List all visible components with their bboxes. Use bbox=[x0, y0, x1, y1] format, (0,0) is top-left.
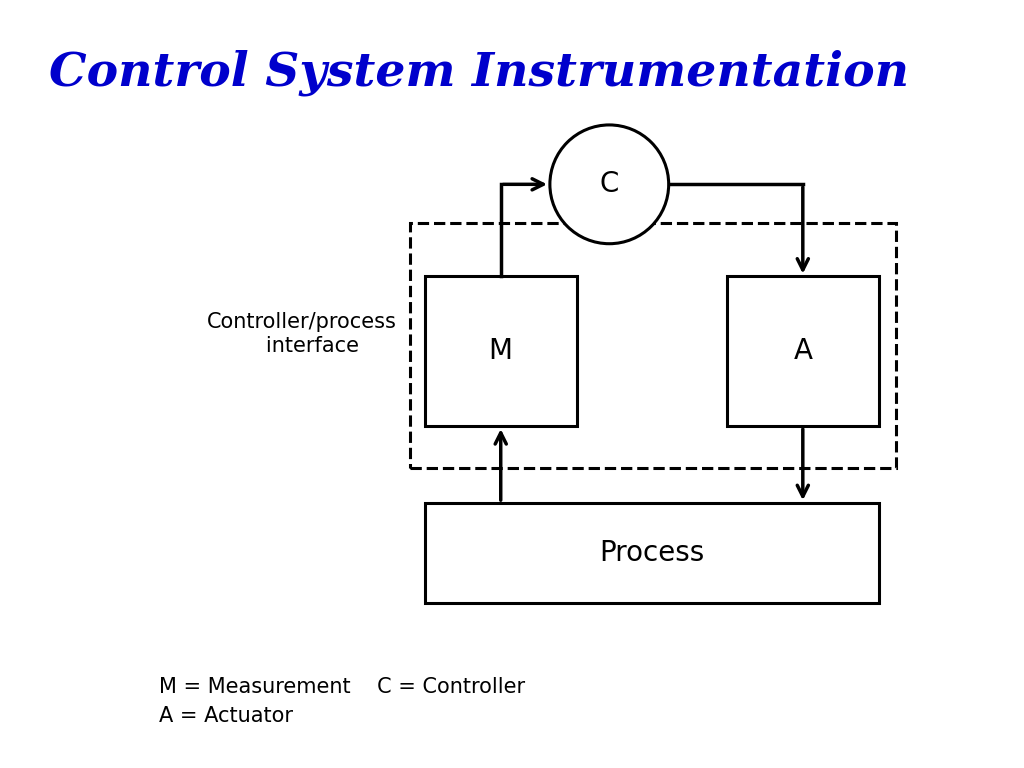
Text: A = Actuator: A = Actuator bbox=[159, 706, 293, 726]
Text: Process: Process bbox=[599, 539, 705, 567]
Text: Controller/process
   interface: Controller/process interface bbox=[207, 313, 397, 356]
Text: Control System Instrumentation: Control System Instrumentation bbox=[49, 50, 909, 97]
Bar bbox=[425, 503, 879, 603]
Text: A: A bbox=[794, 337, 812, 366]
Bar bbox=[425, 276, 577, 426]
Text: C: C bbox=[600, 170, 618, 198]
Bar bbox=[410, 223, 896, 468]
Ellipse shape bbox=[550, 125, 669, 243]
Text: M = Measurement    C = Controller: M = Measurement C = Controller bbox=[159, 677, 525, 697]
Bar bbox=[727, 276, 879, 426]
Text: M: M bbox=[488, 337, 513, 366]
